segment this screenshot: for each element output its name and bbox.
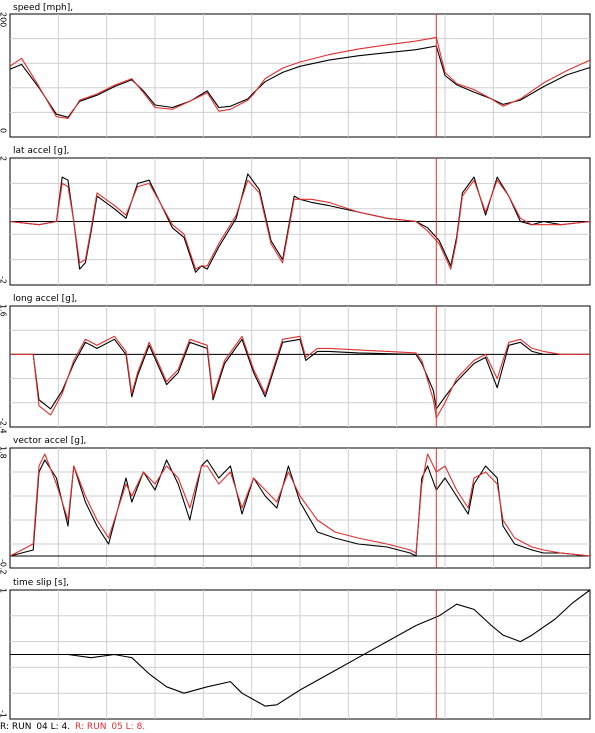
panel-title: time slip [s], — [13, 578, 69, 588]
y-tick-label: 1 — [0, 588, 8, 593]
panel-title: vector accel [g], — [13, 436, 86, 446]
lap-legend: R: RUN 04 L: 4. R: RUN 05 L: 8. — [0, 721, 595, 733]
y-tick-label: 200 — [0, 12, 8, 27]
y-tick-label: -1 — [0, 710, 8, 718]
ref-series-line — [9, 459, 591, 557]
panel-title: speed [mph], — [13, 3, 73, 13]
comp-lap-label: 05 L: 8. — [111, 722, 146, 732]
y-tick-label: -2.4 — [0, 418, 8, 434]
comp-series-line — [9, 453, 591, 557]
ref-series-line — [67, 589, 591, 707]
panel-title: long accel [g], — [13, 294, 77, 304]
y-tick-label: 0 — [0, 128, 8, 133]
y-tick-label: 2 — [0, 156, 8, 161]
ref-series-line — [10, 338, 590, 410]
comp-series-line — [9, 179, 591, 270]
comp-series-line — [10, 335, 590, 419]
y-tick-label: 1.6 — [0, 304, 8, 317]
comp-run-label: R: RUN — [75, 722, 107, 732]
panel-title: lat accel [g], — [13, 146, 69, 156]
y-tick-label: -2 — [0, 276, 8, 284]
y-tick-label: 1.8 — [0, 446, 8, 459]
ref-lap-label: 04 L: 4. — [36, 722, 71, 732]
comp-series-line — [9, 36, 591, 120]
y-tick-label: -0.2 — [0, 559, 8, 575]
ref-run-label: R: RUN — [0, 722, 32, 732]
